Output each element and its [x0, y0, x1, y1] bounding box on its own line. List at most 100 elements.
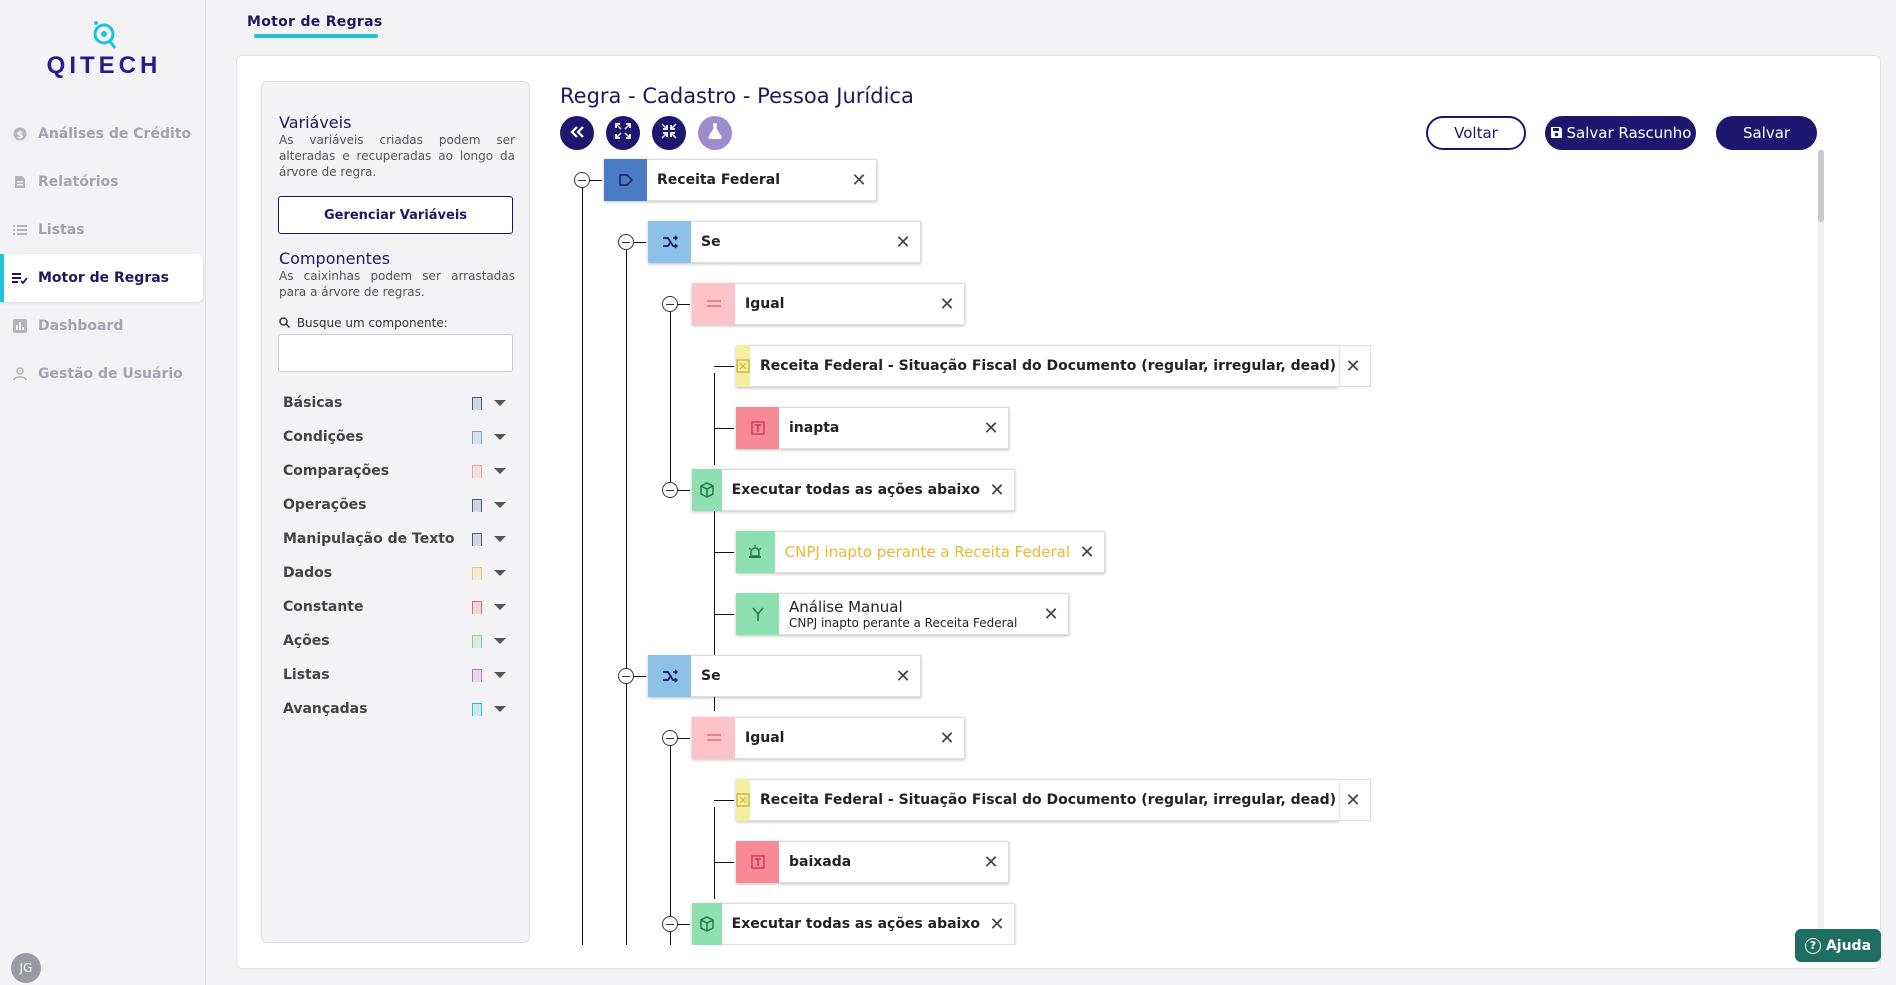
caret-down-icon[interactable] — [494, 536, 506, 542]
caret-down-icon[interactable] — [494, 400, 506, 406]
sidebar-item-analises-credito[interactable]: $ Análises de Crédito — [0, 110, 206, 158]
close-icon[interactable]: ✕ — [989, 479, 1005, 501]
collapse-all-button[interactable] — [652, 116, 686, 150]
tree-node-decision[interactable]: Análise Manual CNPJ inapto perante a Rece… — [736, 593, 1069, 635]
node-label: Análise Manual — [789, 598, 903, 616]
caret-down-icon[interactable] — [494, 434, 506, 440]
test-rule-button[interactable] — [698, 116, 732, 150]
close-icon[interactable]: ✕ — [1345, 789, 1361, 811]
back-button[interactable]: Voltar — [1426, 116, 1526, 150]
node-sublabel: CNPJ inapto perante a Receita Federal — [789, 616, 1018, 630]
caret-down-icon[interactable] — [494, 502, 506, 508]
sidebar-item-motor-de-regras[interactable]: Motor de Regras — [0, 254, 203, 302]
caret-down-icon[interactable] — [494, 706, 506, 712]
dollar-circle-icon: $ — [12, 126, 28, 142]
component-category-avancadas[interactable]: Avançadas — [278, 692, 516, 726]
tree-connector — [626, 250, 627, 945]
close-icon[interactable]: ✕ — [1079, 541, 1095, 563]
component-category-operacoes[interactable]: Operações — [278, 488, 516, 522]
close-icon[interactable]: ✕ — [939, 727, 955, 749]
bookmark-icon — [472, 498, 482, 515]
tree-node-action-group[interactable]: Executar todas as ações abaixo ✕ — [692, 903, 1015, 945]
close-icon[interactable]: ✕ — [1043, 603, 1059, 625]
tree-node-action-group[interactable]: Executar todas as ações abaixo ✕ — [692, 469, 1015, 511]
sidebar-item-label: Análises de Crédito — [38, 126, 192, 142]
collapse-node-toggle[interactable] — [662, 916, 678, 932]
close-icon[interactable]: ✕ — [989, 913, 1005, 935]
qitech-logo[interactable]: QITECH — [44, 18, 164, 79]
double-chevron-left-icon — [569, 124, 585, 143]
tree-node-constant[interactable]: baixada ✕ — [736, 841, 1009, 883]
close-icon[interactable]: ✕ — [851, 169, 867, 191]
save-button[interactable]: Salvar — [1716, 116, 1817, 150]
sidebar-item-dashboard[interactable]: Dashboard — [0, 302, 206, 350]
component-category-dados[interactable]: Dados — [278, 556, 516, 590]
tree-connector — [626, 242, 646, 243]
split-icon — [736, 593, 779, 635]
rule-tree: Receita Federal ✕ Se ✕ Igual ✕ Receita Fede… — [560, 155, 1815, 945]
tree-node-alert[interactable]: CNPJ inapto perante a Receita Federal ✕ — [736, 531, 1105, 573]
caret-down-icon[interactable] — [494, 638, 506, 644]
tree-connector — [670, 304, 690, 305]
search-label-text: Busque um componente: — [296, 316, 448, 330]
tree-node-data[interactable]: Receita Federal - Situação Fiscal do Doc… — [736, 779, 1372, 821]
collapse-node-toggle[interactable] — [618, 668, 634, 684]
collapse-node-toggle[interactable] — [618, 234, 634, 250]
caret-down-icon[interactable] — [494, 468, 506, 474]
help-button[interactable]: ? Ajuda — [1795, 929, 1881, 962]
tree-node-root[interactable]: Receita Federal ✕ — [604, 159, 877, 201]
tree-node-constant[interactable]: inapta ✕ — [736, 407, 1009, 449]
collapse-node-toggle[interactable] — [662, 730, 678, 746]
expand-all-button[interactable] — [606, 116, 640, 150]
component-category-basicas[interactable]: Básicas — [278, 386, 516, 420]
component-category-condicoes[interactable]: Condições — [278, 420, 516, 454]
caret-down-icon[interactable] — [494, 570, 506, 576]
bookmark-icon — [472, 668, 482, 685]
close-icon[interactable]: ✕ — [1345, 355, 1361, 377]
save-draft-button[interactable]: Salvar Rascunho — [1545, 116, 1696, 150]
tree-scrollbar-thumb[interactable] — [1818, 150, 1824, 222]
close-icon[interactable]: ✕ — [895, 231, 911, 253]
tree-node-data[interactable]: Receita Federal - Situação Fiscal do Doc… — [736, 345, 1372, 387]
tree-node-comparison[interactable]: Igual ✕ — [692, 717, 965, 759]
search-component-input[interactable] — [278, 334, 513, 372]
component-category-comparacoes[interactable]: Comparações — [278, 454, 516, 488]
close-icon[interactable]: ✕ — [939, 293, 955, 315]
component-category-manipulacao-texto[interactable]: Manipulação de Texto — [278, 522, 516, 556]
logo-text: QITECH — [46, 52, 162, 79]
tree-node-comparison[interactable]: Igual ✕ — [692, 283, 965, 325]
tree-connector — [714, 366, 734, 367]
collapse-node-toggle[interactable] — [574, 172, 590, 188]
collapse-node-toggle[interactable] — [662, 482, 678, 498]
node-label: Receita Federal - Situação Fiscal do Doc… — [760, 792, 1337, 808]
bar-chart-icon — [12, 318, 28, 334]
component-category-constante[interactable]: Constante — [278, 590, 516, 624]
caret-down-icon[interactable] — [494, 672, 506, 678]
category-label: Operações — [283, 497, 367, 513]
cube-icon — [692, 903, 722, 945]
components-title: Componentes — [279, 249, 391, 268]
text-icon — [736, 407, 779, 449]
caret-down-icon[interactable] — [494, 604, 506, 610]
category-label: Básicas — [283, 395, 343, 411]
component-category-acoes[interactable]: Ações — [278, 624, 516, 658]
tree-node-condition[interactable]: Se ✕ — [648, 655, 921, 697]
category-label: Condições — [283, 429, 364, 445]
collapse-node-toggle[interactable] — [662, 296, 678, 312]
tree-connector — [714, 614, 734, 615]
collapse-panel-button[interactable] — [560, 116, 594, 150]
tab-motor-de-regras[interactable]: Motor de Regras — [247, 14, 383, 30]
close-icon[interactable]: ✕ — [983, 851, 999, 873]
component-category-listas[interactable]: Listas — [278, 658, 516, 692]
close-icon[interactable]: ✕ — [983, 417, 999, 439]
tree-connector — [714, 496, 715, 711]
sidebar-item-listas[interactable]: Listas — [0, 206, 206, 254]
manage-variables-button[interactable]: Gerenciar Variáveis — [278, 196, 513, 234]
sidebar-item-gestao-usuario[interactable]: Gestão de Usuário — [0, 350, 206, 398]
search-label: Busque um componente: — [279, 316, 448, 330]
tree-node-condition[interactable]: Se ✕ — [648, 221, 921, 263]
close-icon[interactable]: ✕ — [895, 665, 911, 687]
sidebar-item-relatorios[interactable]: Relatórios — [0, 158, 206, 206]
avatar[interactable]: JG — [11, 953, 41, 983]
tree-scrollbar[interactable] — [1818, 150, 1824, 944]
